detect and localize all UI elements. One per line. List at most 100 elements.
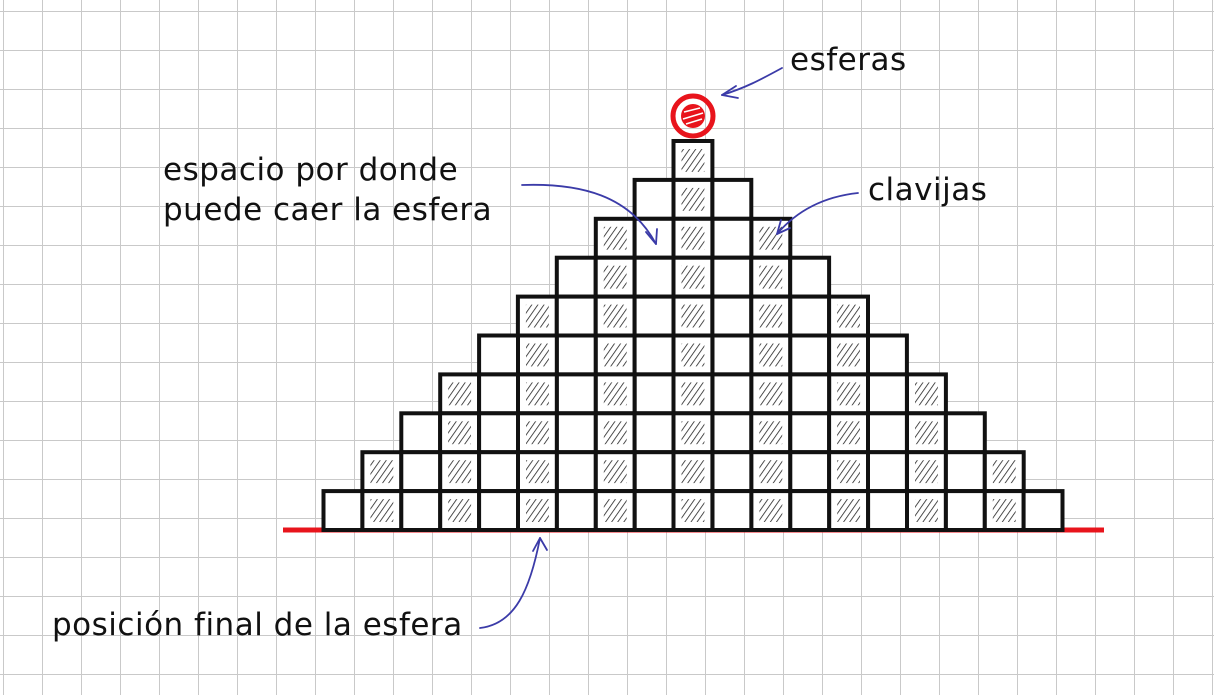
- peg-hatch: [526, 421, 549, 445]
- space-cell: [554, 294, 598, 338]
- peg-hatch: [448, 460, 472, 484]
- space-cell: [788, 411, 832, 455]
- space-cell: [399, 411, 443, 455]
- peg-hatch: [448, 421, 471, 445]
- arrow-to-sphere: [721, 67, 783, 99]
- space-cell: [632, 372, 676, 416]
- peg-hatch: [992, 460, 1016, 484]
- space-cell: [477, 333, 521, 377]
- space-cell: [321, 489, 365, 533]
- peg-hatch: [681, 499, 705, 522]
- peg-hatch: [915, 421, 938, 445]
- sphere-icon: [670, 93, 716, 139]
- peg-hatch: [681, 382, 705, 406]
- space-cell: [632, 450, 676, 494]
- space-cell: [477, 450, 521, 494]
- space-cell: [554, 411, 598, 455]
- space-cell: [399, 489, 443, 533]
- peg-hatch: [525, 304, 549, 328]
- space-cell: [477, 372, 521, 416]
- space-cell: [554, 450, 598, 494]
- space-cell: [788, 294, 832, 338]
- space-cell: [943, 450, 987, 494]
- peg-cell: [515, 294, 559, 338]
- space-cell: [554, 255, 598, 299]
- peg-hatch: [448, 382, 472, 406]
- peg-hatch: [759, 499, 783, 522]
- peg-hatch: [681, 149, 705, 172]
- spheres-label: esferas: [790, 42, 907, 78]
- peg-hatch: [759, 460, 783, 484]
- pegs-label: clavijas: [868, 172, 988, 208]
- peg-hatch: [681, 460, 705, 484]
- peg-hatch: [603, 226, 627, 250]
- peg-hatch: [370, 460, 394, 484]
- space-label: espacio por donde puede caer la esfera: [163, 150, 492, 230]
- space-cell: [554, 372, 598, 416]
- space-cell: [710, 294, 754, 338]
- space-cell: [788, 489, 832, 533]
- peg-hatch: [837, 499, 861, 522]
- peg-hatch: [603, 499, 627, 522]
- space-cell: [710, 489, 754, 533]
- peg-hatch: [915, 460, 938, 484]
- space-cell: [866, 372, 909, 416]
- space-cell: [788, 450, 832, 494]
- peg-hatch: [992, 499, 1016, 522]
- peg-hatch: [526, 499, 549, 522]
- peg-hatch: [603, 382, 627, 406]
- peg-hatch: [681, 226, 705, 250]
- space-cell: [788, 333, 832, 377]
- peg-hatch: [837, 382, 861, 406]
- peg-hatch: [759, 304, 783, 328]
- space-cell: [943, 411, 987, 455]
- peg-hatch: [837, 343, 860, 367]
- peg-hatch: [837, 304, 860, 328]
- space-cell: [866, 411, 909, 455]
- peg-hatch: [526, 460, 549, 484]
- space-cell: [632, 333, 676, 377]
- space-cell: [866, 450, 909, 494]
- peg-hatch: [681, 304, 705, 328]
- board-cells: [321, 139, 1065, 533]
- peg-hatch: [603, 304, 627, 328]
- space-cell: [632, 294, 676, 338]
- space-cell: [632, 489, 676, 533]
- peg-hatch: [759, 265, 783, 289]
- peg-hatch: [526, 382, 549, 406]
- space-cell: [554, 333, 598, 377]
- arrow-to-space: [521, 183, 658, 245]
- space-cell: [710, 216, 754, 260]
- space-cell: [554, 489, 598, 533]
- space-cell: [632, 216, 676, 260]
- peg-hatch: [526, 343, 549, 367]
- peg-hatch: [681, 187, 705, 211]
- peg-hatch: [837, 460, 860, 484]
- space-cell: [632, 411, 676, 455]
- space-cell: [788, 372, 832, 416]
- peg-hatch: [837, 421, 860, 445]
- space-cell: [710, 255, 754, 299]
- space-cell: [710, 372, 754, 416]
- space-label-line1: espacio por donde: [163, 152, 459, 188]
- space-cell: [866, 489, 909, 533]
- space-cell: [788, 255, 832, 299]
- peg-hatch: [370, 499, 394, 522]
- space-label-line2: puede caer la esfera: [163, 192, 493, 228]
- arrow-to-final-position: [479, 537, 548, 629]
- peg-cell: [360, 489, 404, 533]
- peg-hatch: [759, 421, 783, 445]
- space-cell: [632, 255, 676, 299]
- space-cell: [477, 411, 521, 455]
- arrow-to-pegs: [776, 192, 859, 235]
- space-cell: [710, 450, 754, 494]
- peg-hatch: [603, 460, 627, 484]
- peg-hatch: [681, 421, 705, 445]
- space-cell: [866, 333, 909, 377]
- peg-hatch: [915, 382, 938, 406]
- peg-hatch: [759, 343, 783, 367]
- space-cell: [710, 177, 754, 221]
- space-cell: [632, 177, 676, 221]
- peg-hatch: [603, 343, 627, 367]
